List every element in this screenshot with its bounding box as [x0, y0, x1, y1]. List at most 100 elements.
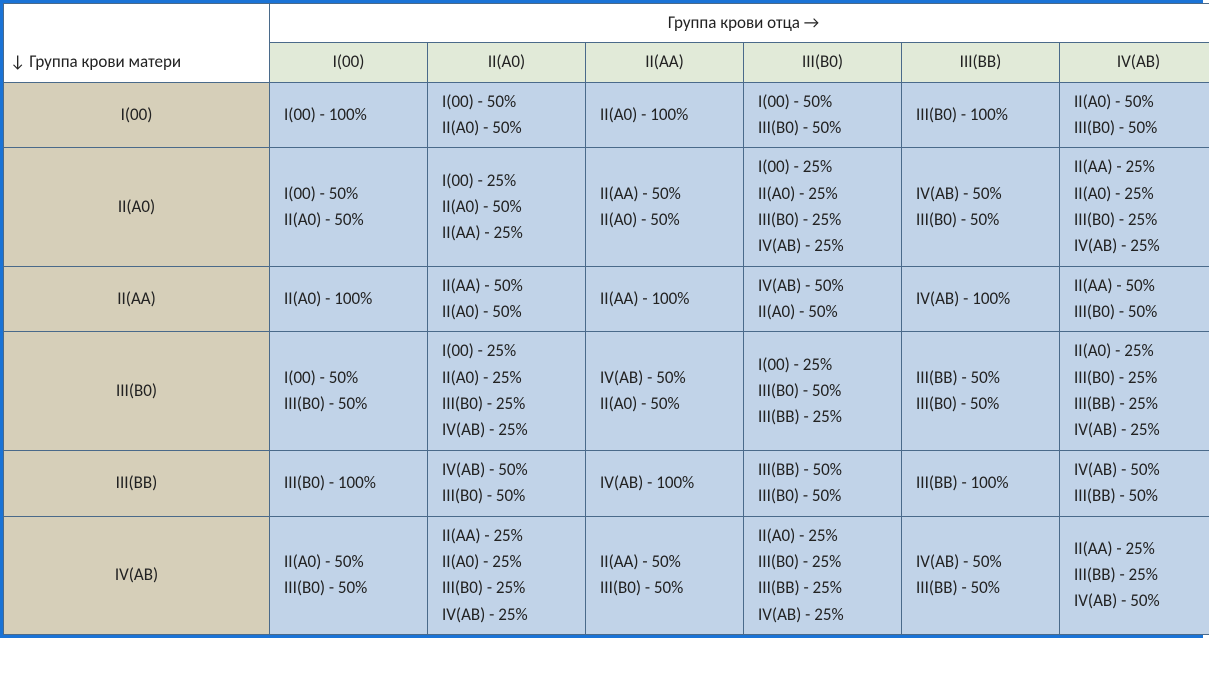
result-line: IV(AB) - 25%: [758, 602, 893, 628]
result-line: III(B0) - 50%: [758, 378, 893, 404]
result-line: IV(AB) - 25%: [442, 417, 577, 443]
result-line: III(BB) - 50%: [1074, 483, 1209, 509]
mother-group-4: III(BB): [4, 450, 270, 516]
result-cell: II(AA) - 25%II(A0) - 25%III(B0) - 25%IV(…: [1060, 148, 1209, 266]
result-line: II(A0) - 25%: [1074, 181, 1209, 207]
result-cell: II(AA) - 50%III(B0) - 50%: [1060, 266, 1209, 332]
result-line: III(B0) - 50%: [758, 115, 893, 141]
mother-group-3: III(B0): [4, 332, 270, 450]
result-line: II(AA) - 25%: [1074, 536, 1209, 562]
result-line: III(B0) - 50%: [284, 575, 419, 601]
result-line: I(00) - 25%: [758, 154, 893, 180]
result-line: II(A0) - 25%: [442, 365, 577, 391]
table-head: ↓ Группа крови матери Группа крови отца …: [4, 4, 1209, 83]
father-header: Группа крови отца →: [270, 4, 1209, 43]
result-line: III(B0) - 50%: [284, 391, 419, 417]
result-line: III(B0) - 25%: [758, 207, 893, 233]
result-line: I(00) - 50%: [284, 181, 419, 207]
result-line: III(B0) - 50%: [600, 575, 735, 601]
result-cell: I(00) - 25%II(A0) - 25%III(B0) - 25%IV(A…: [428, 332, 586, 450]
result-line: II(A0) - 50%: [758, 299, 893, 325]
result-cell: I(00) - 50%II(A0) - 50%: [270, 148, 428, 266]
result-line: III(B0) - 50%: [1074, 299, 1209, 325]
result-line: I(00) - 50%: [284, 365, 419, 391]
result-line: II(AA) - 50%: [442, 273, 577, 299]
result-line: II(A0) - 50%: [600, 207, 735, 233]
result-cell: I(00) - 50%II(A0) - 50%: [428, 82, 586, 148]
result-cell: IV(AB) - 100%: [902, 266, 1060, 332]
blood-type-table-container: ↓ Группа крови матери Группа крови отца …: [0, 0, 1203, 638]
result-cell: IV(AB) - 50%III(BB) - 50%: [902, 516, 1060, 634]
result-line: II(AA) - 25%: [442, 220, 577, 246]
result-line: IV(AB) - 50%: [442, 457, 577, 483]
result-cell: I(00) - 100%: [270, 82, 428, 148]
result-cell: IV(AB) - 100%: [586, 450, 744, 516]
result-cell: II(A0) - 100%: [270, 266, 428, 332]
result-line: II(A0) - 25%: [442, 549, 577, 575]
result-line: III(BB) - 25%: [1074, 391, 1209, 417]
table-body: I(00)I(00) - 100%I(00) - 50%II(A0) - 50%…: [4, 82, 1209, 634]
table-row: II(AA)II(A0) - 100%II(AA) - 50%II(A0) - …: [4, 266, 1209, 332]
father-group-3: III(B0): [744, 43, 902, 82]
result-cell: IV(AB) - 50%III(BB) - 50%: [1060, 450, 1209, 516]
mother-group-2: II(AA): [4, 266, 270, 332]
result-line: II(A0) - 50%: [442, 194, 577, 220]
result-cell: I(00) - 50%III(B0) - 50%: [744, 82, 902, 148]
father-group-2: II(AA): [586, 43, 744, 82]
result-line: III(BB) - 25%: [758, 575, 893, 601]
result-line: III(B0) - 50%: [1074, 115, 1209, 141]
result-cell: II(A0) - 100%: [586, 82, 744, 148]
result-line: I(00) - 25%: [442, 168, 577, 194]
result-line: IV(AB) - 100%: [600, 470, 735, 496]
result-line: III(B0) - 25%: [442, 575, 577, 601]
result-line: IV(AB) - 100%: [916, 286, 1051, 312]
result-line: IV(AB) - 50%: [916, 549, 1051, 575]
table-row: I(00)I(00) - 100%I(00) - 50%II(A0) - 50%…: [4, 82, 1209, 148]
father-group-5: IV(AB): [1060, 43, 1209, 82]
result-line: II(A0) - 50%: [442, 299, 577, 325]
result-line: III(BB) - 50%: [758, 457, 893, 483]
result-line: III(BB) - 50%: [916, 575, 1051, 601]
result-cell: II(AA) - 25%III(BB) - 25%IV(AB) - 50%: [1060, 516, 1209, 634]
result-line: III(B0) - 25%: [1074, 207, 1209, 233]
result-line: II(A0) - 50%: [284, 549, 419, 575]
result-line: III(BB) - 25%: [1074, 562, 1209, 588]
table-row: IV(AB)II(A0) - 50%III(B0) - 50%II(AA) - …: [4, 516, 1209, 634]
blood-type-table: ↓ Группа крови матери Группа крови отца …: [3, 3, 1209, 635]
result-cell: III(BB) - 50%III(B0) - 50%: [902, 332, 1060, 450]
result-line: II(AA) - 100%: [600, 286, 735, 312]
result-line: II(A0) - 50%: [1074, 89, 1209, 115]
result-cell: II(AA) - 50%II(A0) - 50%: [586, 148, 744, 266]
father-group-4: III(BB): [902, 43, 1060, 82]
result-cell: IV(AB) - 50%III(B0) - 50%: [902, 148, 1060, 266]
result-line: III(B0) - 50%: [916, 207, 1051, 233]
result-cell: III(BB) - 50%III(B0) - 50%: [744, 450, 902, 516]
result-cell: IV(AB) - 50%III(B0) - 50%: [428, 450, 586, 516]
result-line: III(B0) - 50%: [442, 483, 577, 509]
corner-cell: ↓ Группа крови матери: [4, 4, 270, 83]
result-cell: III(B0) - 100%: [270, 450, 428, 516]
table-row: III(BB)III(B0) - 100%IV(AB) - 50%III(B0)…: [4, 450, 1209, 516]
result-line: III(B0) - 50%: [916, 391, 1051, 417]
result-cell: II(A0) - 25%III(B0) - 25%III(BB) - 25%IV…: [1060, 332, 1209, 450]
result-line: IV(AB) - 50%: [1074, 457, 1209, 483]
result-line: III(BB) - 50%: [916, 365, 1051, 391]
result-line: IV(AB) - 25%: [442, 602, 577, 628]
result-line: II(AA) - 25%: [1074, 154, 1209, 180]
mother-group-1: II(A0): [4, 148, 270, 266]
result-cell: II(AA) - 50%II(A0) - 50%: [428, 266, 586, 332]
father-group-0: I(00): [270, 43, 428, 82]
result-cell: III(B0) - 100%: [902, 82, 1060, 148]
result-line: II(A0) - 100%: [600, 102, 735, 128]
result-line: III(B0) - 100%: [916, 102, 1051, 128]
result-cell: II(A0) - 25%III(B0) - 25%III(BB) - 25%IV…: [744, 516, 902, 634]
result-line: III(B0) - 100%: [284, 470, 419, 496]
result-cell: I(00) - 25%III(B0) - 50%III(BB) - 25%: [744, 332, 902, 450]
result-line: II(A0) - 25%: [758, 181, 893, 207]
result-cell: I(00) - 25%II(A0) - 50%II(AA) - 25%: [428, 148, 586, 266]
result-cell: II(AA) - 100%: [586, 266, 744, 332]
result-line: II(AA) - 25%: [442, 523, 577, 549]
result-line: II(A0) - 50%: [284, 207, 419, 233]
result-line: III(B0) - 25%: [758, 549, 893, 575]
result-cell: I(00) - 50%III(B0) - 50%: [270, 332, 428, 450]
